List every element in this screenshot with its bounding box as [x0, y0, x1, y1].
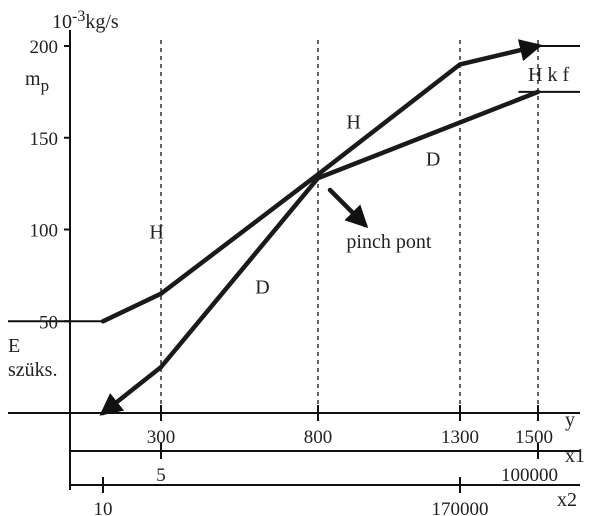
annotation-2: H	[346, 112, 360, 134]
x-tick-label-x2-10: 10	[94, 499, 113, 516]
annotation-3: D	[426, 148, 440, 170]
x-tick-label-y-1300: 1300	[441, 427, 479, 448]
x-tick-label-x2-170000: 170000	[432, 499, 489, 516]
x-axis-label-x1: x1	[565, 445, 585, 467]
y-unit-exp: -3	[72, 8, 85, 25]
ref-label-e-line1: E	[8, 335, 20, 357]
x-tick-label-y-300: 300	[147, 427, 176, 448]
x-tick-label-x1-100000: 100000	[501, 465, 558, 486]
x-tick-label-x1-5: 5	[156, 465, 166, 486]
y-unit-rest: kg/s	[85, 11, 119, 33]
y-tick-label-150: 150	[30, 129, 59, 150]
y-tick-label-100: 100	[30, 221, 59, 242]
y-tick-label-200: 200	[30, 37, 59, 58]
y-axis-label-sub: p	[41, 76, 50, 95]
y-unit-base: 10	[52, 11, 72, 33]
annotation-4: pinch pont	[346, 231, 431, 253]
ref-label-e-line2: szüks.	[8, 359, 57, 381]
x-axis-label-y: y	[565, 409, 575, 431]
annotation-0: H	[149, 222, 163, 244]
annotation-1: D	[255, 277, 269, 299]
x-tick-label-y-800: 800	[304, 427, 333, 448]
x-axis-label-x2: x2	[557, 489, 577, 511]
pinch-arrow	[327, 187, 369, 229]
y-axis-label: mp	[25, 68, 49, 95]
y-unit-label: 10-3kg/s	[52, 8, 119, 33]
y-tick-label-50: 50	[39, 312, 58, 333]
series-h-line	[100, 39, 543, 324]
series-d-line	[99, 89, 541, 416]
y-axis-label-m: m	[25, 68, 41, 90]
ref-label-hkf: H k f	[528, 64, 569, 86]
x-tick-label-y-1500: 1500	[515, 427, 553, 448]
